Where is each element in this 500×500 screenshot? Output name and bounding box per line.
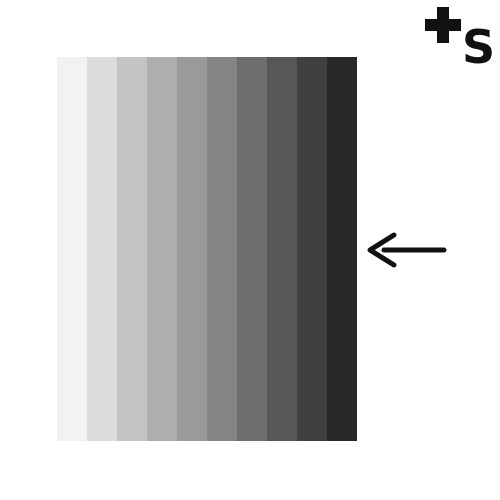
- gray-swatch-10: [327, 57, 357, 441]
- gray-swatch-8: [267, 57, 297, 441]
- gray-swatch-5: [177, 57, 207, 441]
- gray-swatch-7: [237, 57, 267, 441]
- gray-swatch-1: [57, 57, 87, 441]
- plus-icon: [424, 6, 462, 44]
- logo-letter: S: [462, 20, 496, 74]
- arrow-left-icon: [367, 232, 447, 268]
- gray-swatch-4: [147, 57, 177, 441]
- grayscale-swatch-panel: [57, 57, 357, 441]
- gray-swatch-6: [207, 57, 237, 441]
- gray-swatch-9: [297, 57, 327, 441]
- gray-swatch-3: [117, 57, 147, 441]
- gray-swatch-2: [87, 57, 117, 441]
- brand-logo: S: [424, 6, 496, 70]
